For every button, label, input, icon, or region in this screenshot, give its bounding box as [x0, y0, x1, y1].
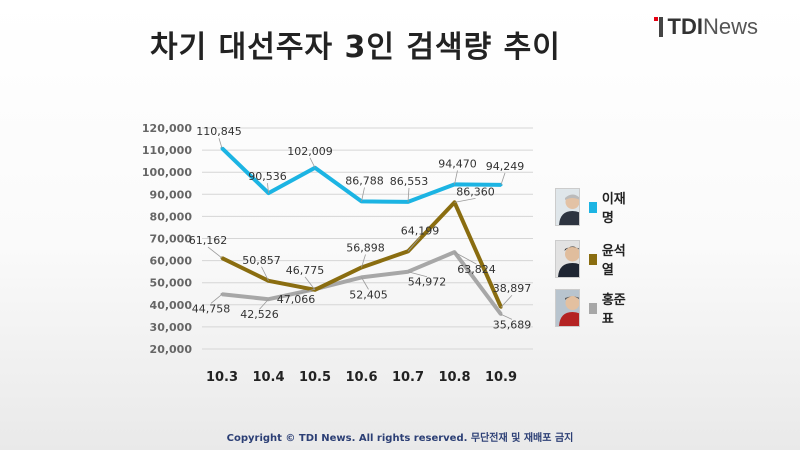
- leader-line: [361, 277, 369, 290]
- x-tick-label: 10.7: [392, 370, 424, 385]
- leader-line: [454, 251, 477, 265]
- leader-line: [218, 138, 223, 149]
- data-label-yoon: 56,898: [346, 241, 385, 254]
- data-label-yoon: 86,360: [456, 185, 495, 198]
- data-label-lee: 86,553: [390, 175, 429, 188]
- legend-swatch-hong: [589, 302, 597, 314]
- y-tick-label: 20,000: [150, 343, 193, 356]
- leader-line: [210, 293, 223, 304]
- x-tick-label: 10.6: [345, 370, 377, 385]
- x-tick-label: 10.4: [252, 370, 284, 385]
- leader-line: [304, 276, 316, 291]
- leader-line: [454, 170, 458, 185]
- legend-swatch-yoon: [589, 253, 597, 265]
- leader-line: [500, 294, 513, 308]
- lee-jae-myung-photo: [555, 188, 581, 226]
- leader-line: [267, 183, 269, 194]
- x-tick-label: 10.5: [299, 370, 331, 385]
- y-tick-label: 120,000: [142, 122, 192, 135]
- yoon-seok-youl-photo: [555, 240, 581, 278]
- brand-logo: TDINews: [653, 14, 758, 40]
- data-label-hong: 52,405: [349, 288, 388, 301]
- copyright-notice: Copyright © TDI News. All rights reserve…: [226, 433, 574, 444]
- leader-line: [454, 197, 476, 203]
- data-label-hong: 42,526: [240, 308, 279, 321]
- x-tick-label: 10.8: [438, 370, 470, 385]
- leader-line: [207, 246, 223, 259]
- leader-line: [407, 237, 421, 252]
- x-tick-label: 10.9: [485, 370, 517, 385]
- brand-name: TDINews: [667, 14, 758, 39]
- data-label-yoon: 64,199: [401, 224, 440, 237]
- y-tick-label: 80,000: [150, 210, 193, 223]
- legend-label-lee: 이재명: [601, 192, 626, 226]
- legend-swatch-lee: [589, 201, 597, 213]
- y-tick-label: 70,000: [150, 233, 193, 246]
- leader-line: [500, 313, 513, 320]
- legend-item-lee: 이재명: [555, 188, 627, 226]
- data-label-hong: 63,824: [457, 263, 496, 276]
- y-tick-label: 60,000: [150, 255, 193, 268]
- data-label-yoon: 38,897: [493, 282, 532, 295]
- leader-line: [259, 298, 269, 310]
- data-label-lee: 90,536: [248, 170, 287, 183]
- leader-line: [261, 266, 269, 281]
- data-label-hong: 44,758: [192, 302, 231, 315]
- chart-title: 차기 대선주자 3인 검색량 추이: [150, 30, 561, 65]
- hong-jun-pyo-photo: [555, 289, 581, 327]
- data-label-lee: 86,788: [345, 174, 384, 187]
- data-label-hong: 47,066: [277, 293, 316, 306]
- legend-item-hong: 홍준표: [555, 289, 627, 327]
- leader-line: [407, 187, 410, 202]
- y-tick-label: 90,000: [150, 188, 193, 201]
- leader-line: [407, 271, 428, 278]
- legend-label-yoon: 윤석열: [601, 244, 626, 278]
- brand-mark-icon: [653, 17, 666, 37]
- data-label-lee: 102,009: [287, 145, 333, 158]
- data-label-lee: 94,470: [438, 157, 477, 170]
- leader-line: [361, 187, 365, 202]
- data-label-hong: 54,972: [408, 276, 447, 289]
- y-tick-label: 110,000: [142, 144, 192, 157]
- y-tick-label: 100,000: [142, 166, 192, 179]
- data-label-yoon: 46,775: [286, 264, 325, 277]
- x-tick-label: 10.3: [206, 370, 238, 385]
- data-label-yoon: 50,857: [242, 254, 281, 267]
- data-label-lee: 110,845: [196, 125, 242, 138]
- legend-item-yoon: 윤석열: [555, 240, 627, 278]
- y-tick-label: 50,000: [150, 277, 193, 290]
- data-label-lee: 94,249: [486, 160, 525, 173]
- y-tick-label: 30,000: [150, 321, 193, 334]
- data-label-yoon: 61,162: [189, 234, 228, 247]
- y-tick-label: 40,000: [150, 299, 193, 312]
- leader-line: [361, 254, 366, 268]
- legend-label-hong: 홍준표: [601, 293, 626, 327]
- leader-line: [500, 172, 506, 186]
- leader-line: [309, 157, 316, 168]
- leader-line: [295, 288, 316, 295]
- data-label-hong: 35,689: [493, 318, 532, 331]
